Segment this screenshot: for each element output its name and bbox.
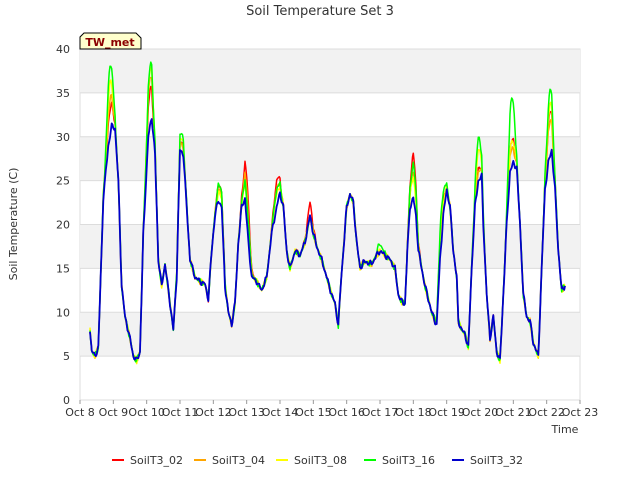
x-tick-label: Oct 8 (65, 406, 95, 419)
legend-label-SoilT3_02: SoilT3_02 (130, 454, 183, 467)
x-axis-label: Time (551, 423, 579, 436)
badge-label: TW_met (85, 36, 134, 49)
y-axis-ticks: 0 5 10 15 20 25 30 35 40 (56, 43, 70, 407)
legend-label-SoilT3_32: SoilT3_32 (470, 454, 523, 467)
legend-label-SoilT3_04: SoilT3_04 (212, 454, 265, 467)
legend-label-SoilT3_16: SoilT3_16 (382, 454, 435, 467)
y-tick-label: 25 (56, 175, 70, 188)
y-tick-label: 10 (56, 306, 70, 319)
x-tick-label: Oct 17 (362, 406, 399, 419)
grid-band (80, 312, 580, 357)
series-line-SoilT3_32 (89, 118, 566, 361)
y-tick-label: 40 (56, 43, 70, 56)
x-tick-label: Oct 23 (562, 406, 599, 419)
plot-area (79, 48, 581, 401)
x-tick-label: Oct 20 (462, 406, 499, 419)
y-tick-label: 5 (63, 350, 70, 363)
legend-label-SoilT3_08: SoilT3_08 (294, 454, 347, 467)
x-tick-label: Oct 13 (228, 406, 265, 419)
x-tick-label: Oct 12 (195, 406, 232, 419)
y-tick-label: 30 (56, 131, 70, 144)
grid-band (80, 224, 580, 269)
x-tick-label: Oct 22 (528, 406, 565, 419)
x-tick-label: Oct 18 (395, 406, 432, 419)
grid-band (80, 136, 580, 181)
x-tick-label: Oct 14 (262, 406, 299, 419)
x-tick-label: Oct 11 (162, 406, 199, 419)
x-tick-label: Oct 9 (99, 406, 129, 419)
y-axis-label: Soil Temperature (C) (7, 168, 20, 281)
grid-bands (80, 49, 580, 357)
x-tick-label: Oct 21 (495, 406, 532, 419)
grid-band (80, 49, 580, 93)
x-tick-label: Oct 10 (128, 406, 165, 419)
y-tick-label: 35 (56, 87, 70, 100)
x-tick-label: Oct 19 (428, 406, 465, 419)
y-tick-label: 20 (56, 219, 70, 232)
series-lines (89, 61, 566, 365)
y-tick-label: 0 (63, 394, 70, 407)
y-tick-label: 15 (56, 262, 70, 275)
badge: TW_met (79, 32, 142, 50)
badge-box (79, 32, 142, 50)
chart-title: Soil Temperature Set 3 (246, 4, 394, 19)
x-tick-label: Oct 15 (295, 406, 332, 419)
x-tick-label: Oct 16 (328, 406, 365, 419)
legend: SoilT3_02 SoilT3_04 SoilT3_08 SoilT3_16 Soil… (112, 454, 523, 467)
